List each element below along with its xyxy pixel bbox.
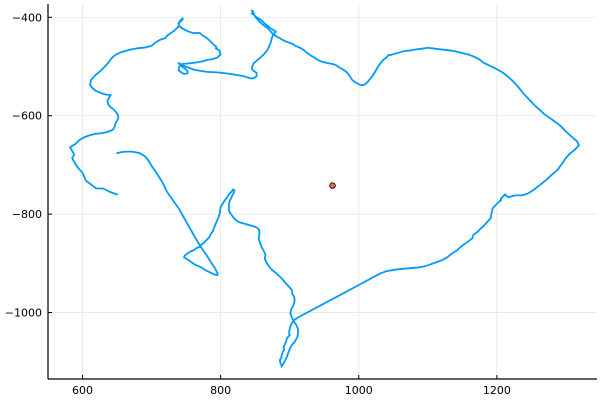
series-line-0 xyxy=(69,9,580,368)
x-tick-label: 600 xyxy=(72,384,93,397)
y-tick-label: −600 xyxy=(12,110,42,123)
y-tick-label: −1000 xyxy=(5,307,42,320)
x-tick-label: 1000 xyxy=(345,384,373,397)
ticks: 600 800 1000 1200 −400 −600 −800 −1000 xyxy=(5,11,511,397)
x-tick-label: 800 xyxy=(210,384,231,397)
axes xyxy=(47,4,597,380)
series-layer xyxy=(69,9,580,368)
y-tick-label: −800 xyxy=(12,208,42,221)
grid xyxy=(48,4,597,379)
scatter-point xyxy=(329,182,336,189)
x-tick-label: 1200 xyxy=(483,384,511,397)
y-tick-label: −400 xyxy=(12,11,42,24)
